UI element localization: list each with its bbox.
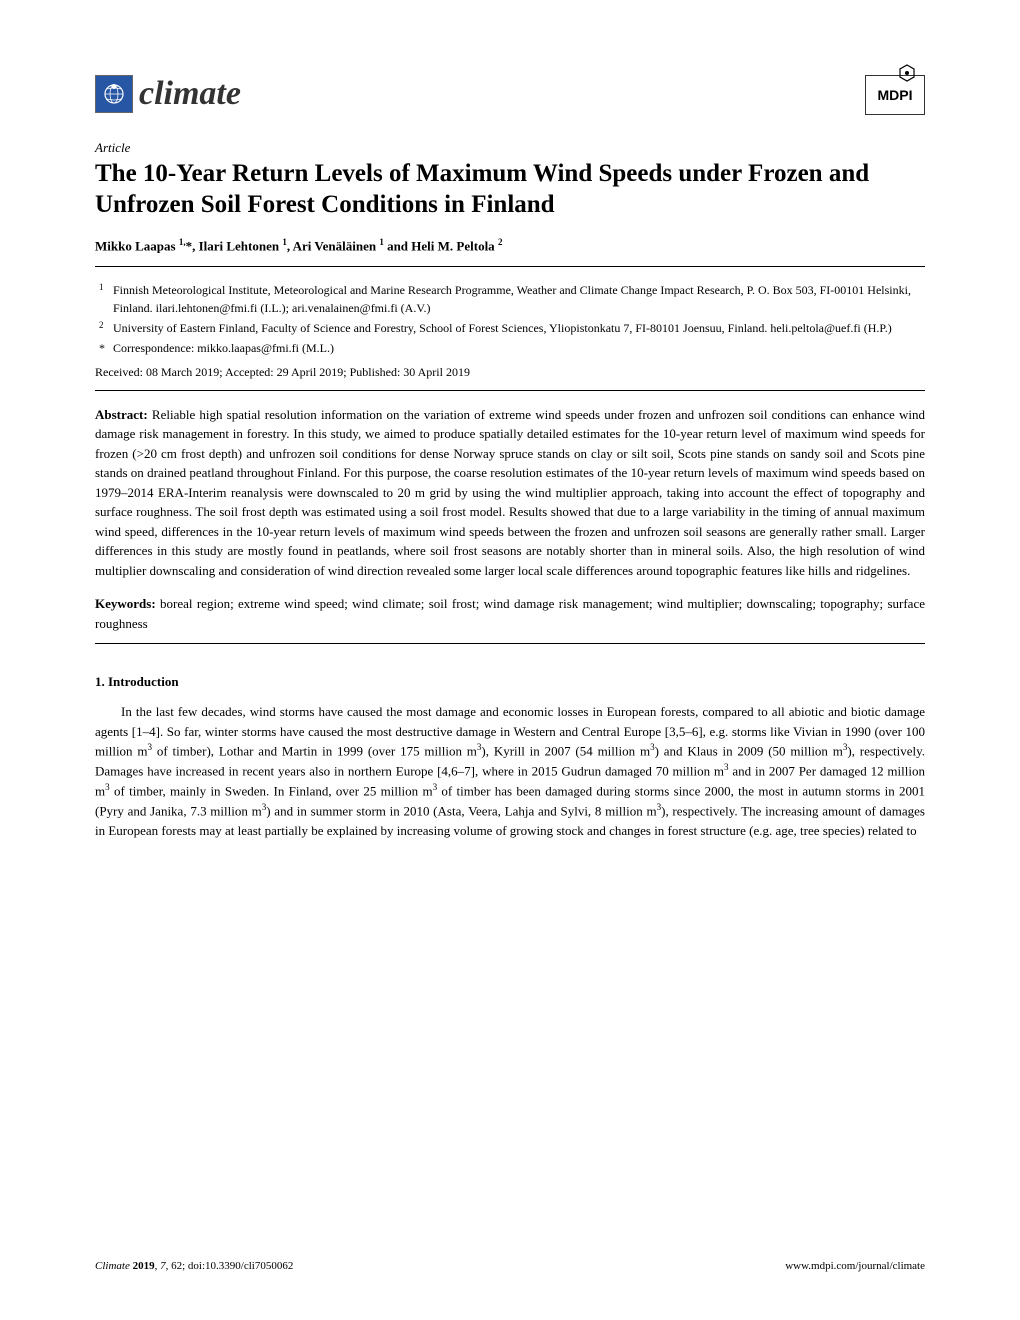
page-footer: Climate 2019, 7, 62; doi:10.3390/cli7050…: [95, 1260, 925, 1272]
article-type: Article: [95, 140, 925, 156]
footer-citation: Climate 2019, 7, 62; doi:10.3390/cli7050…: [95, 1260, 293, 1272]
affiliation-marker: 1: [99, 281, 113, 317]
abstract-label: Abstract:: [95, 407, 148, 422]
affiliation-2: 2 University of Eastern Finland, Faculty…: [113, 319, 925, 337]
affiliation-1: 1 Finnish Meteorological Institute, Mete…: [113, 281, 925, 317]
keywords-block: Keywords: boreal region; extreme wind sp…: [95, 594, 925, 633]
keywords-label: Keywords:: [95, 596, 156, 611]
abstract-block: Abstract: Reliable high spatial resoluti…: [95, 405, 925, 581]
affiliations-block: 1 Finnish Meteorological Institute, Mete…: [95, 281, 925, 357]
abstract-text: Reliable high spatial resolution informa…: [95, 407, 925, 578]
keywords-text: boreal region; extreme wind speed; wind …: [95, 596, 925, 631]
affiliation-text: University of Eastern Finland, Faculty o…: [113, 319, 892, 337]
correspondence-text: Correspondence: mikko.laapas@fmi.fi (M.L…: [113, 339, 334, 357]
correspondence-marker: *: [99, 339, 113, 357]
footer-url: www.mdpi.com/journal/climate: [785, 1260, 925, 1272]
page-header: climate MDPI: [95, 75, 925, 115]
divider: [95, 390, 925, 391]
article-title: The 10-Year Return Levels of Maximum Win…: [95, 158, 925, 221]
journal-name: climate: [139, 75, 241, 113]
section-title: 1. Introduction: [95, 674, 925, 690]
hexagon-icon: [898, 64, 916, 87]
publication-dates: Received: 08 March 2019; Accepted: 29 Ap…: [95, 365, 925, 380]
authors-list: Mikko Laapas 1,*, Ilari Lehtonen 1, Ari …: [95, 237, 925, 254]
affiliation-text: Finnish Meteorological Institute, Meteor…: [113, 281, 925, 317]
divider: [95, 266, 925, 267]
body-paragraph: In the last few decades, wind storms hav…: [95, 702, 925, 840]
affiliation-marker: 2: [99, 319, 113, 337]
journal-logo: climate: [95, 75, 241, 113]
publisher-name: MDPI: [878, 87, 913, 103]
climate-icon: [95, 75, 133, 113]
mdpi-logo: MDPI: [865, 75, 925, 115]
divider: [95, 643, 925, 644]
correspondence: * Correspondence: mikko.laapas@fmi.fi (M…: [113, 339, 925, 357]
